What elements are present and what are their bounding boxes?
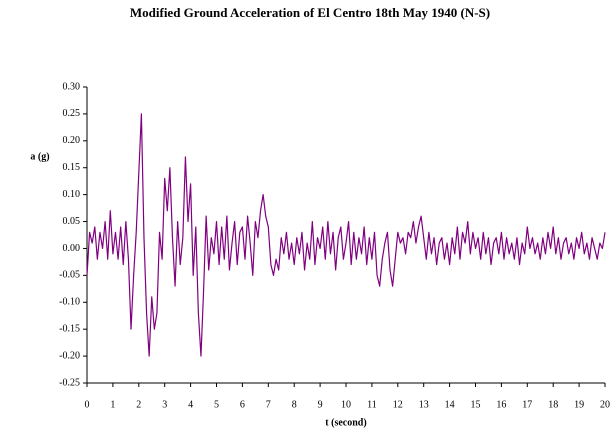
y-tick-label: -0.10 <box>59 297 80 308</box>
chart-title: Modified Ground Acceleration of El Centr… <box>130 5 490 20</box>
x-tick-label: 18 <box>548 399 558 410</box>
x-tick-label: 3 <box>162 399 167 410</box>
x-tick-label: 9 <box>318 399 323 410</box>
x-tick-label: 20 <box>600 399 610 410</box>
x-tick-label: 11 <box>367 399 377 410</box>
x-tick-label: 13 <box>419 399 429 410</box>
y-tick-label: -0.15 <box>59 323 80 334</box>
y-axis-label: a (g) <box>30 151 49 162</box>
y-tick-label: 0.10 <box>63 189 81 200</box>
x-axis-label: t (second) <box>325 417 366 428</box>
x-tick-label: 16 <box>496 399 506 410</box>
y-tick-label: 0.15 <box>63 162 81 173</box>
x-tick-label: 6 <box>240 399 245 410</box>
y-tick-label: 0.25 <box>63 108 81 119</box>
y-tick-label: 0.00 <box>63 243 81 254</box>
x-tick-label: 2 <box>136 399 141 410</box>
x-tick-label: 1 <box>110 399 115 410</box>
x-tick-label: 0 <box>85 399 90 410</box>
x-tick-label: 12 <box>393 399 403 410</box>
x-tick-label: 4 <box>188 399 193 410</box>
x-tick-label: 5 <box>214 399 219 410</box>
x-tick-label: 19 <box>574 399 584 410</box>
x-tick-label: 17 <box>522 399 532 410</box>
y-tick-label: -0.25 <box>59 377 80 388</box>
x-tick-label: 10 <box>341 399 351 410</box>
y-tick-label: 0.30 <box>63 81 81 92</box>
x-tick-label: 7 <box>266 399 271 410</box>
x-tick-label: 15 <box>471 399 481 410</box>
x-tick-label: 8 <box>292 399 297 410</box>
y-tick-label: 0.05 <box>63 216 81 227</box>
x-tick-label: 14 <box>445 399 455 410</box>
y-tick-label: -0.20 <box>59 350 80 361</box>
y-tick-label: -0.05 <box>59 270 80 281</box>
data-line <box>86 113 606 357</box>
y-tick-label: 0.20 <box>63 135 81 146</box>
